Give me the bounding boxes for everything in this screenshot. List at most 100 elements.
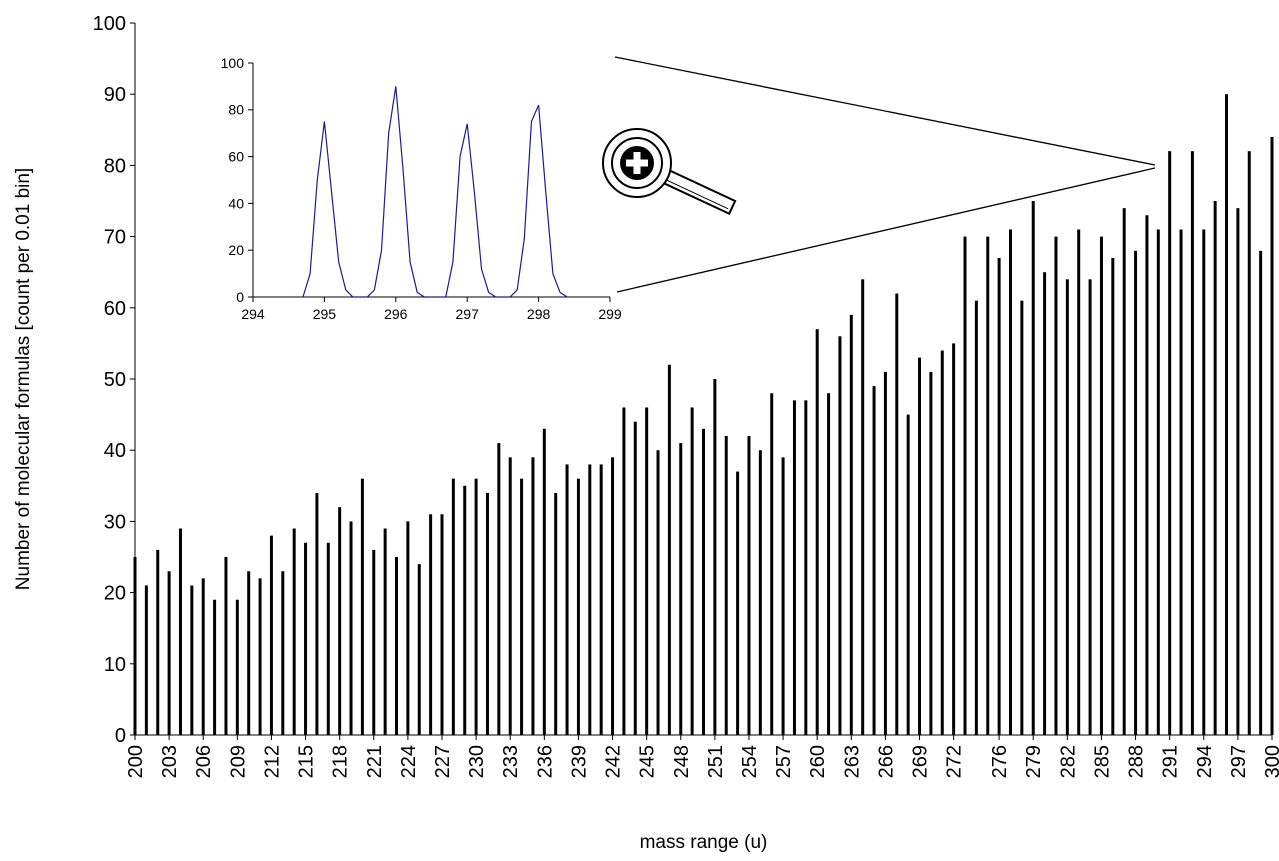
chart-panel: 0 20 40 60 80 100 294 295 296 297 298 299 xyxy=(221,55,622,322)
bar xyxy=(190,585,194,735)
bar xyxy=(667,364,671,735)
bar xyxy=(417,564,421,735)
x-tick-label: 200 xyxy=(125,745,147,778)
bar xyxy=(713,379,717,735)
x-tick-label: 257 xyxy=(773,745,795,778)
x-tick-label: 233 xyxy=(500,745,522,778)
bar xyxy=(326,542,330,735)
zoom-line xyxy=(616,167,1156,293)
bar xyxy=(1156,229,1160,736)
bar xyxy=(724,435,728,735)
bar xyxy=(258,578,262,735)
y-tick-label: 10 xyxy=(104,654,126,676)
bar xyxy=(1134,250,1138,735)
x-tick-label: 260 xyxy=(807,745,829,778)
bar xyxy=(1020,300,1024,735)
bar xyxy=(508,457,512,735)
bar xyxy=(292,528,296,735)
x-tick-label: 203 xyxy=(159,745,181,778)
bar xyxy=(463,485,467,735)
bar xyxy=(497,443,501,735)
x-tick-label: 291 xyxy=(1160,745,1182,778)
zoom-line xyxy=(614,56,1156,166)
x-tick-label: 254 xyxy=(739,745,761,778)
x-tick-label: 282 xyxy=(1057,745,1079,778)
x-tick-label: 221 xyxy=(364,745,386,778)
bar xyxy=(144,585,148,735)
bar xyxy=(1259,250,1263,735)
y-tick-label: 40 xyxy=(104,440,126,462)
x-tick-label: 251 xyxy=(705,745,727,778)
bar xyxy=(781,457,785,735)
y-tick-label: 20 xyxy=(228,242,244,258)
y-tick-label: 100 xyxy=(93,13,126,35)
bar xyxy=(929,371,933,735)
bar xyxy=(1202,229,1206,736)
bar xyxy=(963,236,967,735)
bar xyxy=(474,478,478,735)
bar xyxy=(1145,215,1149,736)
y-tick-label: 40 xyxy=(228,195,244,211)
y-tick-label: 80 xyxy=(228,102,244,118)
y-tick-label: 80 xyxy=(104,155,126,177)
bar xyxy=(1236,208,1240,735)
x-tick-label: 206 xyxy=(193,745,215,778)
y-tick-label: 50 xyxy=(104,369,126,391)
bar xyxy=(827,393,831,735)
bar xyxy=(1225,94,1229,735)
bar xyxy=(372,549,376,735)
bar xyxy=(1270,136,1274,736)
y-tick-label: 0 xyxy=(236,289,244,305)
bar xyxy=(702,428,705,735)
bar xyxy=(360,478,364,735)
bar xyxy=(1077,229,1081,736)
bar xyxy=(1065,279,1069,735)
bar xyxy=(1008,229,1012,736)
x-tick-label: 239 xyxy=(568,745,590,778)
y-tick-label: 100 xyxy=(221,55,245,71)
x-tick-label: 300 xyxy=(1262,745,1279,778)
bar xyxy=(383,528,387,735)
bar xyxy=(269,535,273,735)
data-line xyxy=(302,86,568,298)
bar xyxy=(849,314,853,735)
bar xyxy=(281,571,285,735)
bar xyxy=(349,521,353,735)
x-tick-label: 266 xyxy=(875,745,897,778)
y-tick-label: 90 xyxy=(104,84,126,106)
bar xyxy=(986,236,990,735)
bar xyxy=(736,471,740,735)
bar xyxy=(224,557,228,735)
bar xyxy=(451,478,455,735)
bar xyxy=(918,357,922,735)
bar xyxy=(315,492,319,735)
bar xyxy=(1190,151,1194,735)
x-tick-label: 294 xyxy=(1194,745,1216,778)
bar xyxy=(554,492,558,735)
bar xyxy=(133,557,137,735)
bar xyxy=(1043,272,1047,735)
x-tick-label: 279 xyxy=(1023,745,1045,778)
bar xyxy=(406,521,410,735)
bar xyxy=(1054,236,1058,735)
bar xyxy=(804,400,808,735)
x-tick-label: 299 xyxy=(598,306,622,322)
bar xyxy=(429,514,433,735)
bar xyxy=(1122,208,1126,735)
y-tick-label: 20 xyxy=(104,583,126,605)
bar xyxy=(247,571,251,735)
x-tick-label: 276 xyxy=(989,745,1011,778)
x-tick-label: 298 xyxy=(527,306,551,322)
y-tick-label: 70 xyxy=(104,227,126,249)
x-tick-label: 294 xyxy=(241,306,265,322)
y-tick-label: 0 xyxy=(115,725,126,747)
x-tick-label: 242 xyxy=(603,745,625,778)
x-tick-label: 263 xyxy=(841,745,863,778)
x-tick-label: 227 xyxy=(432,745,454,778)
x-tick-label: 296 xyxy=(384,306,408,322)
bar xyxy=(906,414,910,735)
bar xyxy=(770,393,774,735)
x-tick-label: 272 xyxy=(944,745,966,778)
bar xyxy=(178,528,182,735)
